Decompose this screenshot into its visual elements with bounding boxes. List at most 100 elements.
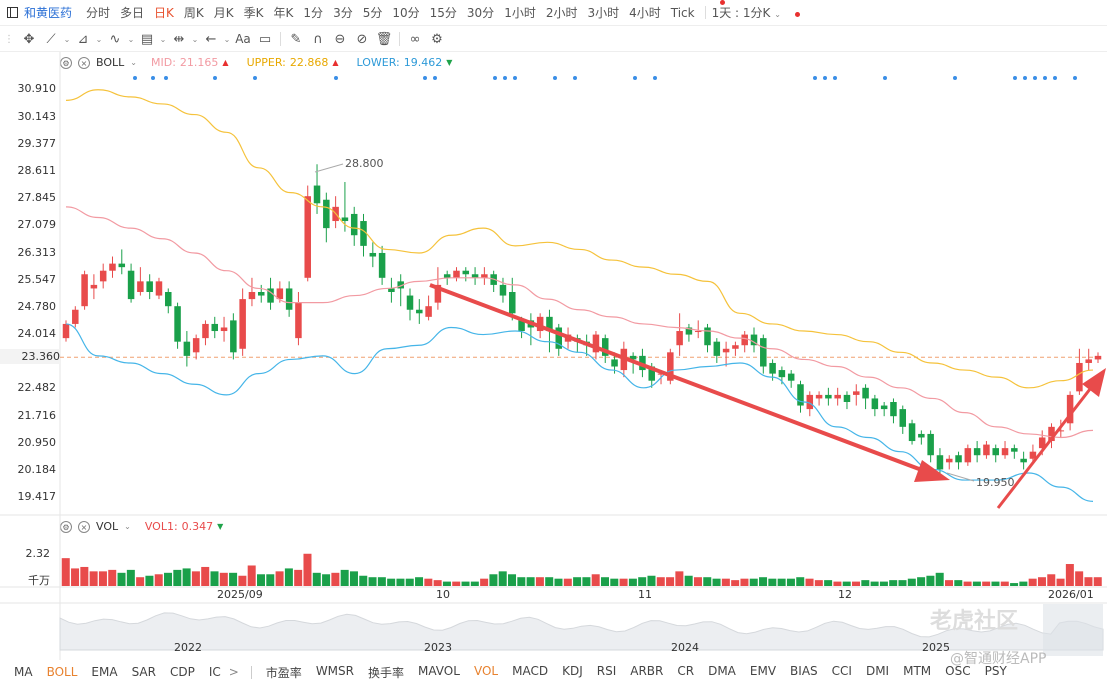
period-tab[interactable]: 5分 — [362, 6, 383, 20]
settings-icon[interactable]: ⚙ — [431, 31, 443, 47]
comment-tool-icon[interactable]: ▭ — [258, 31, 272, 47]
indicator-tab[interactable]: KDJ — [562, 663, 583, 678]
indicator-tab[interactable]: MAVOL — [418, 663, 460, 678]
measure-tool-icon[interactable]: ⇹ — [173, 31, 185, 47]
period-tab[interactable]: Tick — [670, 5, 695, 20]
candle-body — [1029, 451, 1037, 459]
link-icon[interactable]: ∞ — [409, 31, 421, 47]
indicator-tab[interactable]: WMSR — [315, 663, 354, 678]
indicator-tab[interactable]: BIAS — [790, 663, 818, 678]
indicator-tab[interactable]: MACD — [512, 663, 549, 678]
signal-dot — [164, 76, 168, 80]
period-tab[interactable]: 30分 — [466, 6, 495, 20]
chevron-down-icon[interactable]: ⌄ — [124, 522, 131, 531]
indicator-tab[interactable]: EMV — [749, 663, 777, 678]
volume-bar — [935, 572, 944, 586]
period-tab[interactable]: 15分 — [429, 6, 457, 20]
indicator-tab[interactable]: PSY — [984, 663, 1007, 678]
period-tab[interactable]: 分时 — [86, 6, 111, 20]
indicator-tab[interactable]: 市盈率 — [265, 665, 302, 680]
price-tick-label: 24.014 — [17, 327, 57, 341]
chevron-down-icon[interactable]: ⌄ — [130, 58, 137, 67]
magnet-icon[interactable]: ∩ — [313, 31, 323, 47]
vol-axis-top: 2.32 — [25, 547, 51, 560]
ray-tool-icon[interactable]: ⊿ — [77, 31, 89, 47]
period-tab[interactable]: 多日 — [120, 6, 145, 20]
up-arrow-icon: ▲ — [332, 58, 339, 67]
candle-body — [871, 398, 879, 410]
volume-bar — [824, 580, 833, 586]
indicator-tab[interactable]: SAR — [131, 665, 156, 679]
close-icon[interactable]: × — [78, 520, 90, 533]
period-tab[interactable]: 1分 — [303, 6, 324, 20]
indicator-tab[interactable]: 换手率 — [368, 665, 405, 680]
period-tab[interactable]: 10分 — [392, 6, 420, 20]
arrow-tool-icon[interactable]: ← — [205, 31, 217, 47]
chevron-down-icon[interactable]: ⌄ — [95, 34, 103, 44]
lock-icon[interactable]: ⊖ — [334, 31, 346, 47]
volume-bar — [359, 575, 368, 586]
candle-body — [741, 334, 748, 346]
period-tab[interactable]: 4小时 — [629, 6, 661, 20]
signal-dot — [503, 76, 507, 80]
line-tool-icon[interactable]: ⟋ — [46, 31, 56, 47]
indicator-tab[interactable]: IC — [208, 665, 221, 679]
indicator-tab[interactable]: OSC — [945, 663, 971, 678]
wave-tool-icon[interactable]: ∿ — [109, 31, 121, 47]
chevron-right-icon[interactable]: > — [228, 665, 239, 679]
navigator-area — [59, 612, 1104, 651]
signal-dot — [1023, 76, 1027, 80]
indicator-tab[interactable]: DMI — [865, 663, 890, 678]
indicator-tab[interactable]: MTM — [903, 663, 932, 678]
period-tab[interactable]: 3小时 — [587, 6, 620, 20]
volume-bar — [535, 577, 544, 586]
indicator-tab[interactable]: RSI — [596, 663, 617, 678]
fib-tool-icon[interactable]: ▤ — [140, 31, 154, 47]
chevron-down-icon[interactable]: ⌄ — [127, 34, 135, 44]
period-tab[interactable]: 周K — [183, 6, 204, 20]
candle-body — [127, 270, 135, 300]
indicator-tab[interactable]: MA — [14, 665, 33, 679]
text-tool-icon[interactable]: Aa — [235, 32, 251, 46]
period-tab[interactable]: 1小时 — [504, 6, 536, 20]
kline-chart[interactable] — [0, 0, 1107, 660]
chevron-down-icon[interactable]: ⌄ — [63, 34, 71, 44]
candle-body — [973, 448, 981, 456]
stock-name[interactable]: 和黄医药 — [24, 6, 73, 20]
chevron-down-icon[interactable]: ⌄ — [223, 34, 231, 44]
custom-period-dropdown[interactable]: 1天 : 1分K ⌄ — [711, 6, 781, 20]
volume-bar — [191, 571, 200, 586]
indicator-tab[interactable]: VOL — [473, 663, 499, 678]
candle-body — [257, 292, 265, 296]
candle-body — [797, 384, 804, 406]
move-icon[interactable]: ✥ — [23, 31, 35, 47]
indicator-tab[interactable]: ARBR — [630, 663, 664, 678]
candle-body — [341, 217, 349, 222]
close-icon[interactable]: × — [78, 56, 90, 69]
period-tab[interactable]: 月K — [213, 6, 234, 20]
volume-bar — [256, 574, 265, 586]
indicator-tab[interactable]: DMA — [708, 663, 736, 678]
period-tab[interactable]: 3分 — [333, 6, 353, 20]
indicator-tab[interactable]: CR — [677, 663, 695, 678]
chevron-down-icon[interactable]: ⌄ — [159, 34, 167, 44]
candle-body — [853, 391, 860, 395]
chevron-down-icon[interactable]: ⌄ — [191, 34, 199, 44]
trash-icon[interactable]: 🗑 — [375, 31, 393, 47]
period-tab[interactable]: 日K — [154, 6, 174, 20]
volume-bar — [266, 574, 275, 586]
indicator-tab[interactable]: EMA — [91, 665, 118, 679]
period-tab[interactable]: 年K — [273, 6, 294, 20]
indicator-tab[interactable]: BOLL — [46, 665, 78, 679]
drag-handle-icon[interactable]: ⋮ — [4, 33, 14, 45]
sidebar-toggle-icon[interactable] — [7, 7, 18, 18]
period-tab[interactable]: 季K — [243, 6, 264, 20]
period-tab[interactable]: 2小时 — [545, 6, 578, 20]
hide-icon[interactable]: ⊘ — [356, 31, 368, 47]
candle-body — [992, 448, 999, 456]
indicator-tab[interactable]: CCI — [831, 663, 852, 678]
pen-icon[interactable]: ✎ — [290, 31, 302, 47]
candle-body — [518, 320, 525, 332]
indicator-tab[interactable]: CDP — [169, 665, 195, 679]
candle-body — [165, 292, 172, 307]
